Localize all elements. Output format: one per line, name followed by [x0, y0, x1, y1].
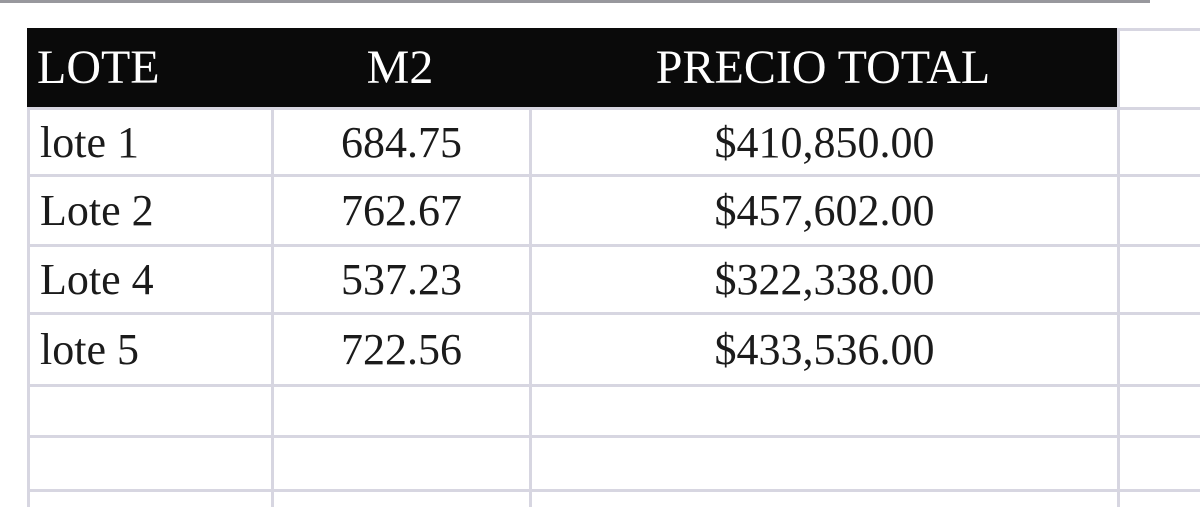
cell-m2[interactable]: 762.67	[271, 177, 529, 247]
header-cell-precio[interactable]: PRECIO TOTAL	[529, 28, 1117, 110]
cell-lote[interactable]	[27, 438, 271, 492]
cell-m2[interactable]: 722.56	[271, 315, 529, 387]
cell-precio[interactable]	[529, 438, 1117, 492]
cell-lote[interactable]: lote 5	[27, 315, 271, 387]
empty-table-row	[27, 438, 1200, 492]
lots-table: LOTE M2 PRECIO TOTAL lote 1 684.75 $410,…	[27, 28, 1200, 507]
table-row: Lote 4 537.23 $322,338.00	[27, 247, 1200, 315]
cell-precio[interactable]: $322,338.00	[529, 247, 1117, 315]
cell-precio[interactable]: $410,850.00	[529, 110, 1117, 177]
cell-m2[interactable]: 684.75	[271, 110, 529, 177]
cell-lote[interactable]	[27, 492, 271, 507]
header-cell-lote[interactable]: LOTE	[27, 28, 271, 110]
cell-precio[interactable]	[529, 492, 1117, 507]
empty-table-row-partial	[27, 492, 1200, 507]
cell-extra[interactable]	[1117, 247, 1200, 315]
table-row: lote 5 722.56 $433,536.00	[27, 315, 1200, 387]
cell-m2[interactable]	[271, 492, 529, 507]
empty-table-row	[27, 387, 1200, 438]
top-divider	[0, 0, 1150, 3]
cell-m2[interactable]: 537.23	[271, 247, 529, 315]
cell-extra[interactable]	[1117, 110, 1200, 177]
cell-m2[interactable]	[271, 438, 529, 492]
cell-lote[interactable]: Lote 4	[27, 247, 271, 315]
cell-extra[interactable]	[1117, 387, 1200, 438]
table-row: Lote 2 762.67 $457,602.00	[27, 177, 1200, 247]
cell-extra[interactable]	[1117, 438, 1200, 492]
header-extra-cell[interactable]	[1117, 28, 1200, 110]
cell-extra[interactable]	[1117, 177, 1200, 247]
cell-m2[interactable]	[271, 387, 529, 438]
cell-lote[interactable]: Lote 2	[27, 177, 271, 247]
cell-precio[interactable]: $433,536.00	[529, 315, 1117, 387]
cell-extra[interactable]	[1117, 315, 1200, 387]
cell-lote[interactable]	[27, 387, 271, 438]
header-cell-m2[interactable]: M2	[271, 28, 529, 110]
table-row: lote 1 684.75 $410,850.00	[27, 110, 1200, 177]
table-header-row: LOTE M2 PRECIO TOTAL	[27, 28, 1200, 110]
cell-lote[interactable]: lote 1	[27, 110, 271, 177]
cell-precio[interactable]: $457,602.00	[529, 177, 1117, 247]
cell-precio[interactable]	[529, 387, 1117, 438]
cell-extra[interactable]	[1117, 492, 1200, 507]
